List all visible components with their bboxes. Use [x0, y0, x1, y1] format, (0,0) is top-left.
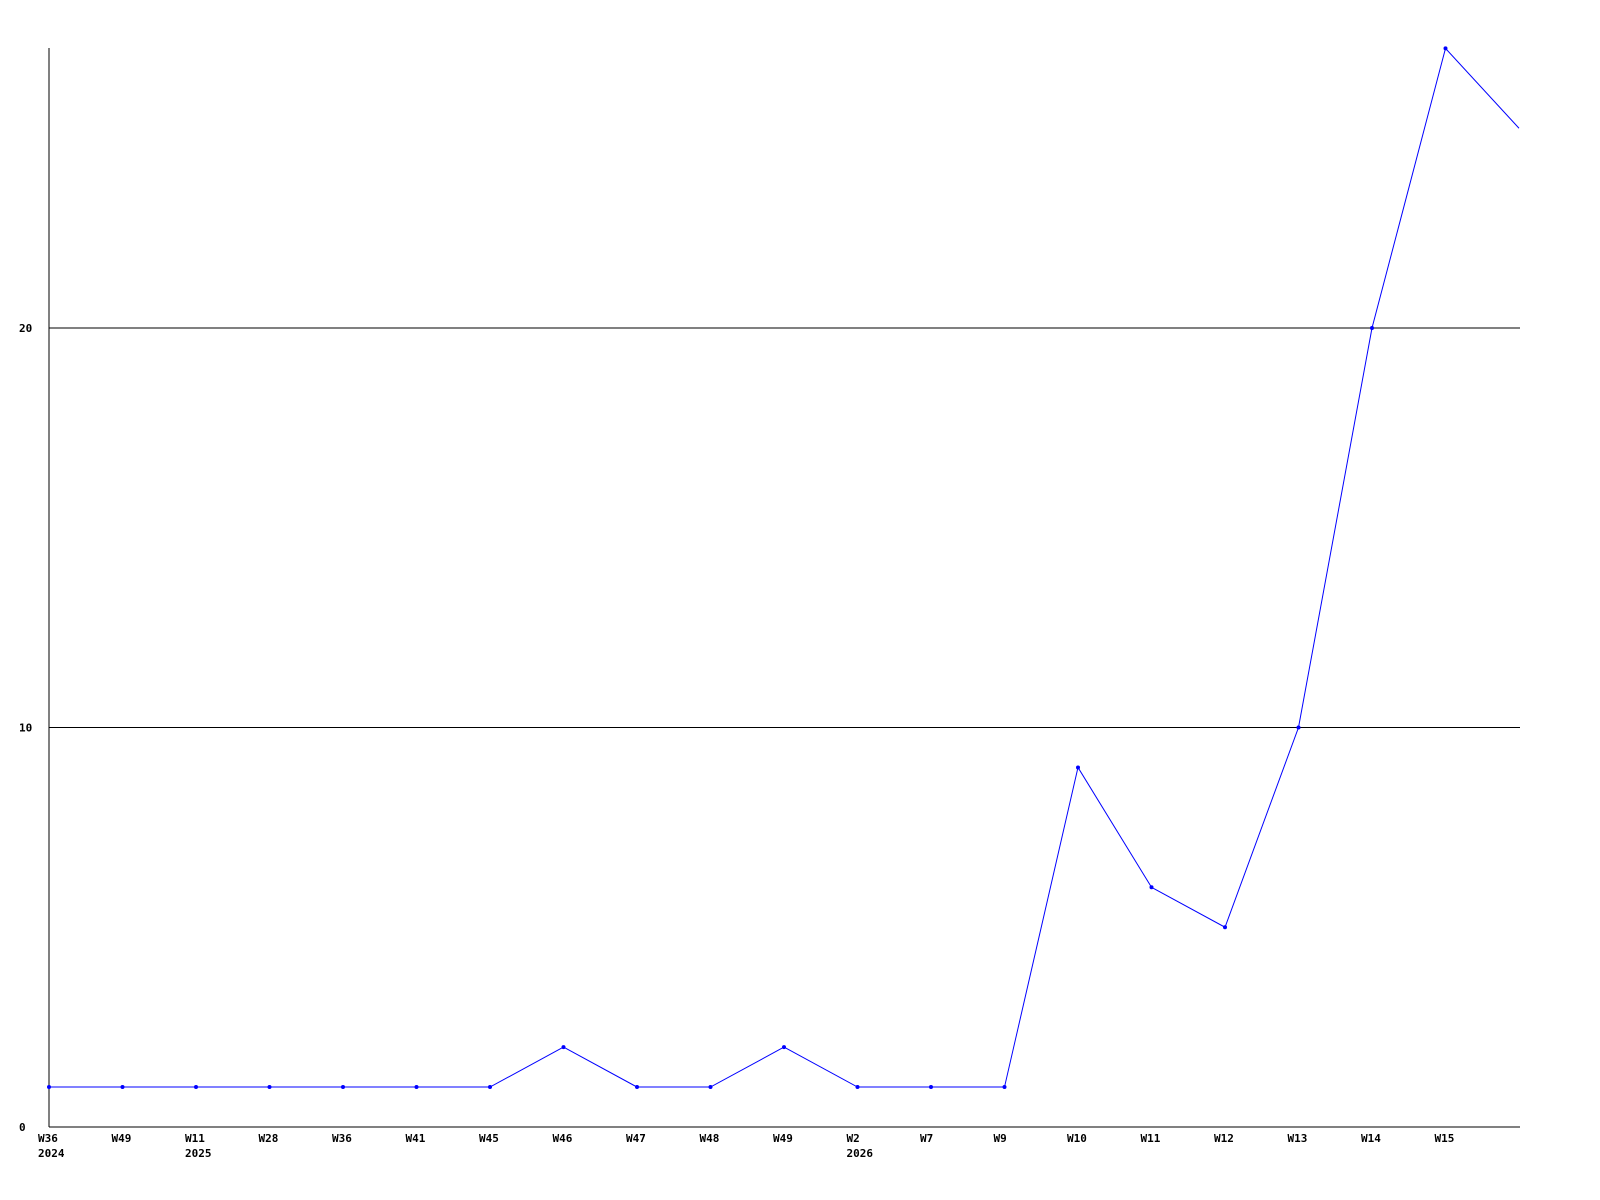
data-point — [929, 1085, 933, 1090]
y-tick-label: 20 — [19, 322, 32, 335]
x-tick-label: W49 — [112, 1132, 132, 1145]
data-point — [267, 1085, 272, 1090]
data-point — [1002, 1085, 1007, 1090]
x-tick-year-label: 2026 — [847, 1147, 874, 1160]
x-tick-label: W28 — [259, 1132, 279, 1145]
y-tick-label: 0 — [19, 1121, 26, 1134]
data-point — [1149, 885, 1154, 890]
x-tick-label: W36 — [332, 1132, 352, 1145]
x-tick-label: W14 — [1361, 1132, 1381, 1145]
x-tick-label: W12 — [1214, 1132, 1234, 1145]
data-point — [488, 1085, 492, 1090]
data-point — [635, 1085, 639, 1090]
x-tick-label: W47 — [626, 1132, 646, 1145]
x-tick-label: W9 — [994, 1132, 1007, 1145]
x-tick-label: W46 — [553, 1132, 573, 1145]
x-tick-label: W13 — [1288, 1132, 1308, 1145]
data-point — [1296, 725, 1301, 730]
x-tick-label: W2 — [847, 1132, 860, 1145]
data-point — [341, 1085, 345, 1090]
data-point — [782, 1045, 786, 1050]
y-tick-label: 10 — [19, 722, 32, 735]
x-tick-year-label: 2025 — [185, 1147, 212, 1160]
series-line — [49, 47, 1520, 1088]
x-tick-label: W48 — [700, 1132, 720, 1145]
x-tick-label: W10 — [1067, 1132, 1087, 1145]
x-tick-label: W36 — [38, 1132, 58, 1145]
data-point — [1443, 46, 1448, 51]
data-point — [1076, 765, 1080, 770]
x-tick-label: W7 — [920, 1132, 933, 1145]
data-point — [414, 1085, 419, 1090]
x-tick-label: W15 — [1435, 1132, 1455, 1145]
x-tick-label: W45 — [479, 1132, 499, 1145]
data-point — [855, 1085, 860, 1090]
x-tick-label: W49 — [773, 1132, 793, 1145]
data-point — [47, 1085, 51, 1090]
x-tick-year-label: 2024 — [38, 1147, 65, 1160]
data-point — [708, 1085, 713, 1090]
data-point — [1370, 326, 1374, 330]
data-point — [120, 1085, 125, 1090]
data-point — [1223, 925, 1227, 930]
data-point — [194, 1085, 198, 1090]
x-tick-label: W11 — [1141, 1132, 1161, 1145]
x-tick-label: W41 — [406, 1132, 426, 1145]
data-point — [561, 1045, 566, 1050]
x-tick-label: W11 — [185, 1132, 205, 1145]
